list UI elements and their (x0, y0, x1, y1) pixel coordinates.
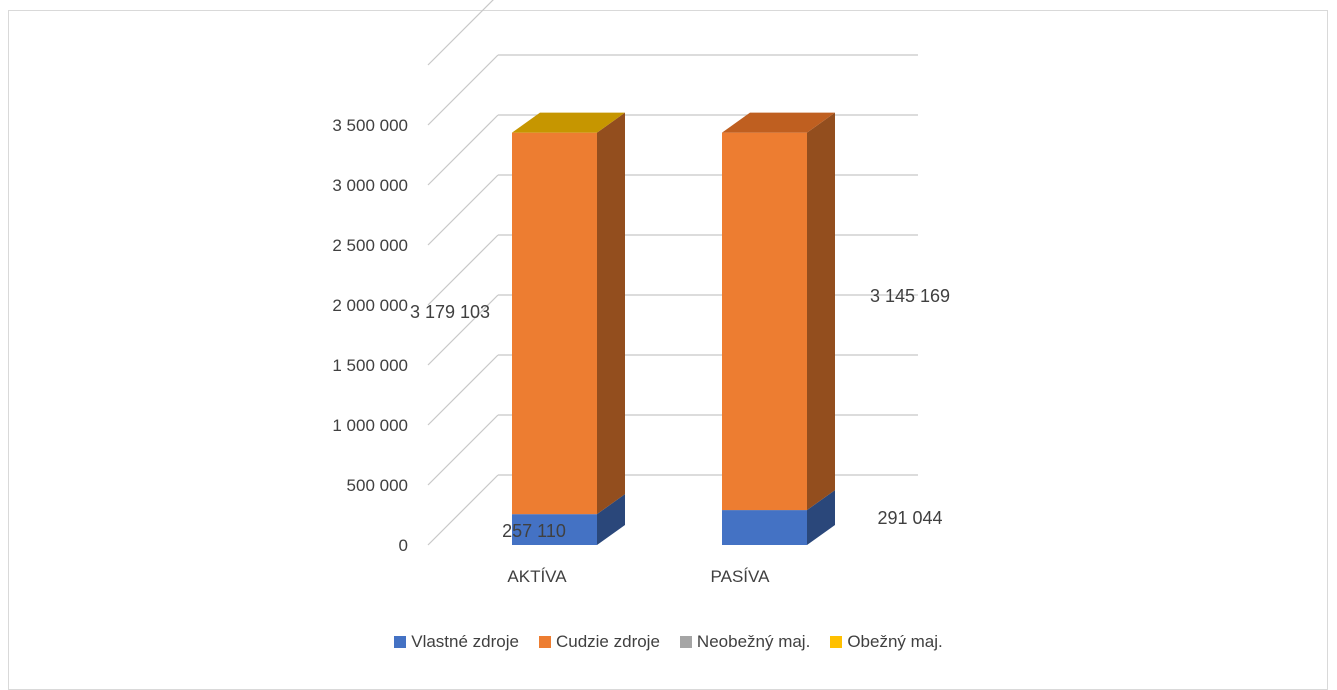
y-tick-label: 3 000 000 (332, 176, 408, 195)
gridline-depth (427, 114, 499, 186)
legend: Vlastné zdroje Cudzie zdroje Neobežný maj.… (0, 632, 1337, 652)
gridline-depth (427, 0, 494, 66)
data-label: 3 145 169 (870, 286, 950, 306)
legend-label: Cudzie zdroje (555, 632, 660, 651)
legend-label: Obežný maj. (847, 632, 943, 651)
x-axis-category-labels: AKTÍVA PASÍVA (507, 567, 770, 586)
bar-top (722, 112, 835, 133)
legend-item: Vlastné zdroje (394, 632, 519, 652)
legend-label: Neobežný maj. (696, 632, 811, 651)
y-tick-label: 3 500 000 (332, 116, 408, 135)
bar-segment-side (597, 494, 625, 545)
gridline-depth (427, 234, 499, 306)
y-axis-tick-labels: 0 500 000 1 000 000 1 500 000 2 000 000 2 500… (332, 116, 408, 555)
gridline-depth (427, 414, 499, 486)
stacked-3d-bar-chart: 0 500 000 1 000 000 1 500 000 2 000 000 2 500… (332, 0, 950, 586)
bars (512, 112, 835, 545)
bar-segment-side (807, 112, 835, 511)
y-tick-label: 500 000 (347, 476, 408, 495)
category-label: PASÍVA (711, 567, 771, 586)
y-tick-label: 2 000 000 (332, 296, 408, 315)
y-tick-label: 0 (399, 536, 408, 555)
gridline-depth (427, 474, 499, 546)
bar-segment (722, 510, 807, 545)
legend-swatch (679, 636, 692, 648)
data-label: 257 110 (502, 521, 566, 541)
data-label: 3 179 103 (410, 302, 490, 322)
legend-item: Obežný maj. (830, 632, 943, 652)
data-label: 291 044 (877, 508, 942, 528)
chart-frame (8, 10, 1328, 690)
gridline-depth (427, 54, 499, 126)
bar-segment-side (807, 490, 835, 545)
legend-swatch (538, 636, 551, 648)
category-label: AKTÍVA (507, 567, 567, 586)
gridline-depth (427, 174, 499, 246)
legend-swatch (394, 636, 407, 648)
legend-item: Neobežný maj. (679, 632, 811, 652)
gridline-depth (427, 354, 499, 426)
legend-item: Cudzie zdroje (538, 632, 660, 652)
legend-swatch (830, 636, 843, 648)
legend-label: Vlastné zdroje (411, 632, 519, 651)
bar-segment (722, 132, 807, 511)
y-tick-label: 1 500 000 (332, 356, 408, 375)
bar-segment (512, 132, 597, 515)
y-tick-label: 2 500 000 (332, 236, 408, 255)
data-labels: 257 110 3 179 103 291 044 3 145 169 (410, 286, 950, 541)
y-tick-label: 1 000 000 (332, 416, 408, 435)
gridlines (427, 0, 918, 546)
bar-segment (512, 514, 597, 545)
bar-segment-side (597, 112, 625, 515)
bar-top (512, 112, 625, 133)
gridline-depth (427, 294, 499, 366)
